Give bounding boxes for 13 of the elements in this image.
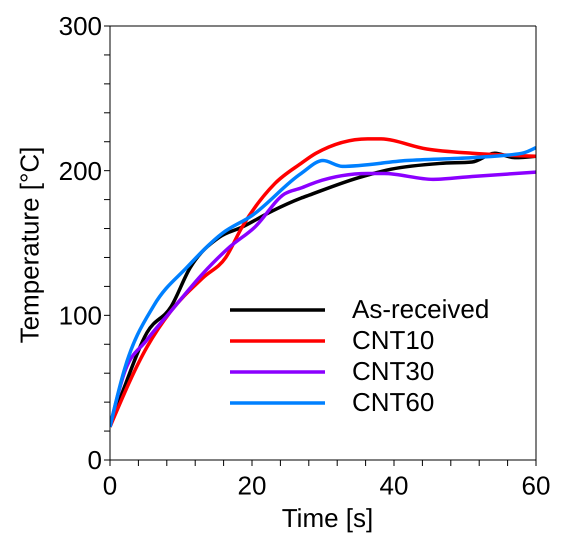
y-tick-label: 100 [58,300,102,331]
x-tick-label: 60 [522,470,550,500]
y-tick-label: 200 [58,156,102,186]
legend-label: As-received [352,294,490,325]
legend-label: CNT30 [352,356,434,387]
x-axis-title: Time [s] [280,503,374,534]
y-tick-label: 300 [58,11,102,42]
y-axis-title: Temperature [°C] [14,146,46,344]
legend-label: CNT10 [352,325,434,356]
x-tick-label: 40 [380,470,408,500]
legend-label: CNT60 [352,387,434,418]
x-tick-label: 20 [238,470,266,500]
y-tick-label: 0 [88,445,102,476]
